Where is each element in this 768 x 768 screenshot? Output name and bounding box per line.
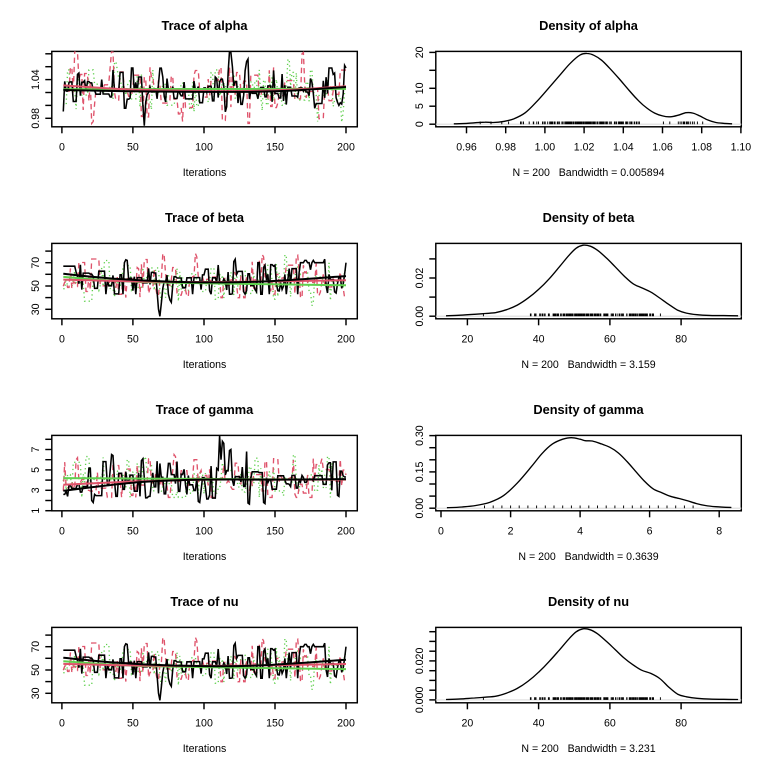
svg-text:5: 5 bbox=[414, 103, 426, 109]
svg-text:N = 200 Bandwidth = 3.159: N = 200 Bandwidth = 3.159 bbox=[521, 359, 655, 371]
svg-text:60: 60 bbox=[604, 718, 616, 730]
svg-text:200: 200 bbox=[337, 526, 355, 538]
svg-text:1: 1 bbox=[30, 508, 42, 514]
svg-text:Trace of nu: Trace of nu bbox=[170, 594, 238, 609]
svg-text:80: 80 bbox=[675, 718, 687, 730]
svg-text:1.00: 1.00 bbox=[535, 142, 556, 154]
svg-text:10: 10 bbox=[414, 82, 426, 94]
svg-text:0.15: 0.15 bbox=[414, 461, 426, 482]
svg-text:Iterations: Iterations bbox=[183, 551, 227, 563]
svg-text:6: 6 bbox=[647, 526, 653, 538]
svg-text:100: 100 bbox=[195, 526, 213, 538]
svg-text:Trace of beta: Trace of beta bbox=[165, 210, 245, 225]
svg-text:1.10: 1.10 bbox=[731, 142, 752, 154]
svg-text:5: 5 bbox=[30, 467, 42, 473]
svg-text:0: 0 bbox=[59, 142, 65, 154]
svg-text:50: 50 bbox=[30, 280, 42, 292]
svg-text:20: 20 bbox=[462, 718, 474, 730]
svg-text:0.000: 0.000 bbox=[414, 687, 426, 714]
svg-text:1.04: 1.04 bbox=[30, 69, 42, 90]
svg-text:1.08: 1.08 bbox=[691, 142, 712, 154]
svg-text:0.02: 0.02 bbox=[414, 268, 426, 289]
svg-text:200: 200 bbox=[337, 334, 355, 346]
svg-text:Density of beta: Density of beta bbox=[543, 210, 636, 225]
svg-text:50: 50 bbox=[30, 664, 42, 676]
svg-text:200: 200 bbox=[337, 718, 355, 730]
svg-text:N = 200 Bandwidth = 3.231: N = 200 Bandwidth = 3.231 bbox=[521, 743, 655, 755]
svg-text:Trace of gamma: Trace of gamma bbox=[156, 402, 254, 417]
svg-text:60: 60 bbox=[604, 334, 616, 346]
svg-text:0.30: 0.30 bbox=[414, 425, 426, 446]
svg-text:N = 200 Bandwidth = 0.3639: N = 200 Bandwidth = 0.3639 bbox=[518, 551, 658, 563]
svg-text:1.04: 1.04 bbox=[613, 142, 634, 154]
svg-text:0.96: 0.96 bbox=[456, 142, 477, 154]
svg-text:4: 4 bbox=[577, 526, 583, 538]
svg-text:40: 40 bbox=[533, 334, 545, 346]
svg-text:200: 200 bbox=[337, 142, 355, 154]
svg-text:3: 3 bbox=[30, 487, 42, 493]
svg-text:0: 0 bbox=[59, 526, 65, 538]
svg-text:Iterations: Iterations bbox=[183, 359, 227, 371]
svg-text:N = 200 Bandwidth = 0.005894: N = 200 Bandwidth = 0.005894 bbox=[513, 167, 665, 179]
svg-text:1.06: 1.06 bbox=[652, 142, 673, 154]
svg-text:Trace of alpha: Trace of alpha bbox=[161, 18, 248, 33]
svg-text:0: 0 bbox=[59, 334, 65, 346]
svg-text:50: 50 bbox=[127, 334, 139, 346]
svg-text:2: 2 bbox=[508, 526, 514, 538]
svg-text:Density of gamma: Density of gamma bbox=[533, 402, 644, 417]
svg-text:50: 50 bbox=[127, 142, 139, 154]
svg-text:0.020: 0.020 bbox=[414, 648, 426, 675]
svg-text:0.00: 0.00 bbox=[414, 306, 426, 327]
svg-text:30: 30 bbox=[30, 687, 42, 699]
svg-text:Iterations: Iterations bbox=[183, 167, 227, 179]
svg-text:150: 150 bbox=[266, 526, 284, 538]
svg-text:0.98: 0.98 bbox=[30, 108, 42, 129]
svg-text:Iterations: Iterations bbox=[183, 743, 227, 755]
svg-text:150: 150 bbox=[266, 142, 284, 154]
svg-text:0.98: 0.98 bbox=[495, 142, 516, 154]
svg-text:100: 100 bbox=[195, 718, 213, 730]
svg-text:8: 8 bbox=[716, 526, 722, 538]
svg-text:0: 0 bbox=[59, 718, 65, 730]
svg-text:80: 80 bbox=[675, 334, 687, 346]
svg-text:0.00: 0.00 bbox=[414, 498, 426, 519]
svg-text:100: 100 bbox=[195, 334, 213, 346]
svg-text:70: 70 bbox=[30, 257, 42, 269]
svg-text:Density of nu: Density of nu bbox=[548, 594, 629, 609]
svg-text:70: 70 bbox=[30, 641, 42, 653]
svg-text:20: 20 bbox=[414, 46, 426, 58]
svg-text:20: 20 bbox=[462, 334, 474, 346]
svg-text:50: 50 bbox=[127, 526, 139, 538]
svg-text:150: 150 bbox=[266, 718, 284, 730]
svg-text:50: 50 bbox=[127, 718, 139, 730]
svg-text:1.02: 1.02 bbox=[574, 142, 595, 154]
svg-text:40: 40 bbox=[533, 718, 545, 730]
svg-text:Density of alpha: Density of alpha bbox=[539, 18, 639, 33]
svg-text:100: 100 bbox=[195, 142, 213, 154]
svg-text:0: 0 bbox=[438, 526, 444, 538]
svg-text:150: 150 bbox=[266, 334, 284, 346]
svg-text:30: 30 bbox=[30, 303, 42, 315]
svg-text:7: 7 bbox=[30, 446, 42, 452]
svg-text:0: 0 bbox=[414, 121, 426, 127]
